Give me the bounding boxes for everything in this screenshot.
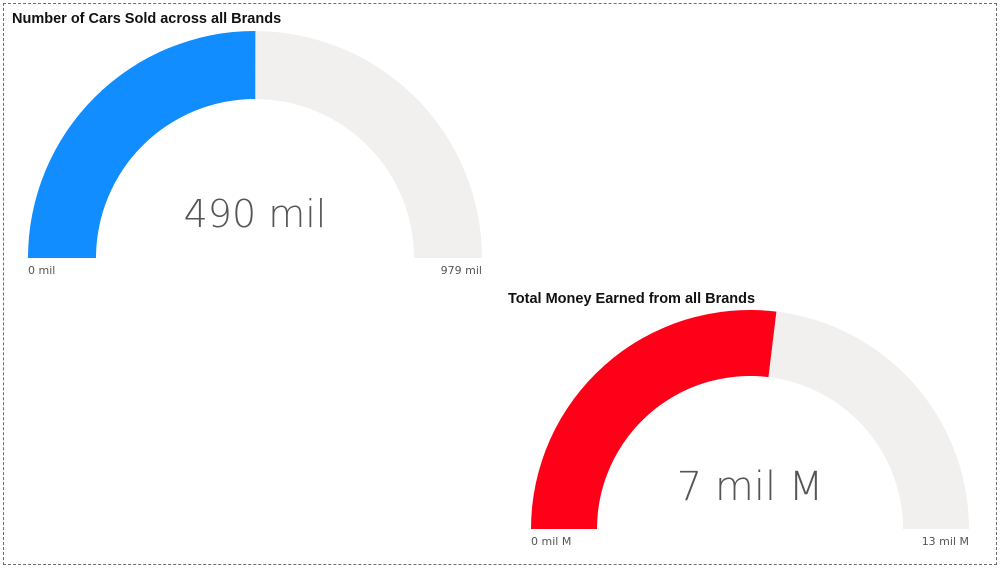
gauge-chart: 7 mil M 0 mil M 13 mil M xyxy=(531,310,969,548)
gauge-value-label: 7 mil M xyxy=(677,464,824,510)
gauge-max-label: 13 mil M xyxy=(922,535,969,548)
gauge-fill xyxy=(531,310,777,529)
gauge-min-label: 0 mil xyxy=(28,264,55,277)
report-canvas: Number of Cars Sold across all Brands 49… xyxy=(3,3,997,565)
gauge-value-label: 490 mil xyxy=(184,192,327,236)
gauge-title: Total Money Earned from all Brands xyxy=(508,291,756,307)
gauge-min-label: 0 mil M xyxy=(531,535,571,548)
gauge-max-label: 979 mil xyxy=(441,264,482,277)
gauge-title: Number of Cars Sold across all Brands xyxy=(12,11,282,27)
gauge-fill xyxy=(28,31,256,258)
gauge-visual-money-earned[interactable]: Total Money Earned from all Brands 7 mil… xyxy=(504,287,994,562)
gauge-visual-cars-sold[interactable]: Number of Cars Sold across all Brands 49… xyxy=(4,4,494,289)
gauge-chart: 490 mil 0 mil 979 mil xyxy=(28,31,482,277)
